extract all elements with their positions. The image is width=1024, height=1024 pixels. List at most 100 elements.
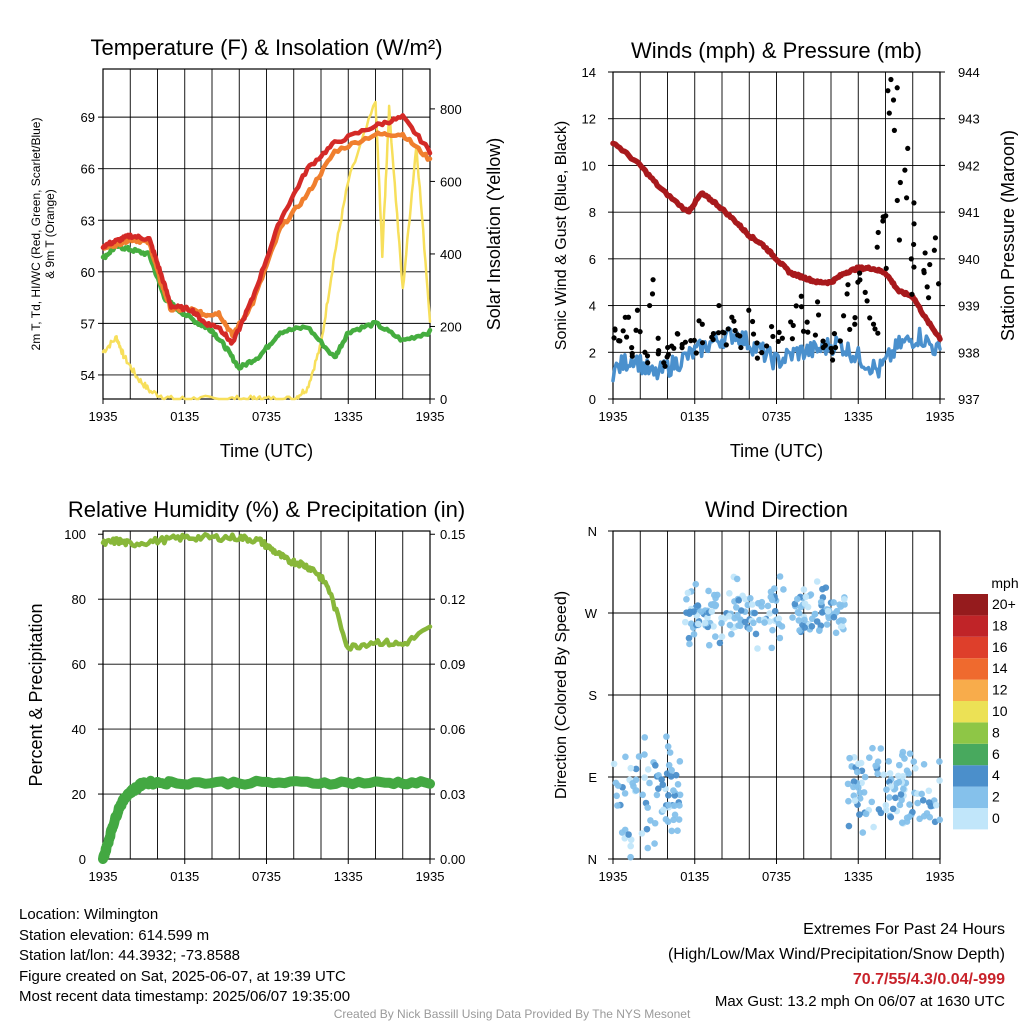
y-tick-label: 14 <box>582 65 596 80</box>
direction-point <box>845 822 853 830</box>
y-right-tick-label: 0.15 <box>440 527 465 542</box>
gust-point <box>885 88 891 94</box>
direction-point <box>639 791 646 799</box>
legend-label: 4 <box>992 767 1000 783</box>
x-tick-label: 1335 <box>844 869 873 884</box>
direction-point <box>892 794 899 802</box>
gust-point <box>924 284 930 290</box>
direction-point <box>726 621 734 629</box>
y-tick-label: 40 <box>72 722 86 737</box>
direction-point <box>845 797 852 805</box>
y-tick-label: 60 <box>81 265 95 280</box>
x-tick-label: 1935 <box>926 409 955 424</box>
gust-point <box>754 355 761 361</box>
y-right-tick-label: 0 <box>440 392 447 407</box>
gust-point <box>732 327 738 334</box>
gust-point <box>715 330 722 336</box>
direction-point <box>741 618 749 626</box>
gust-point <box>804 319 810 325</box>
direction-point <box>846 754 853 762</box>
direction-point <box>886 770 894 777</box>
direction-point <box>666 749 674 756</box>
precip-line <box>98 775 435 864</box>
direction-point <box>830 599 837 606</box>
gust-point <box>911 200 917 206</box>
legend-label: 6 <box>992 746 1000 762</box>
direction-point <box>674 827 681 834</box>
gust-point <box>649 291 656 297</box>
gust-point <box>647 302 653 309</box>
gust-point <box>650 277 656 283</box>
direction-point <box>912 765 919 772</box>
direction-point <box>651 819 659 827</box>
x-tick-label: 1935 <box>416 869 445 884</box>
direction-point <box>768 644 776 652</box>
direction-point <box>736 622 744 630</box>
legend-swatch <box>953 636 988 659</box>
direction-point <box>920 761 928 768</box>
direction-point <box>816 627 823 635</box>
direction-point <box>627 853 634 861</box>
direction-point <box>754 599 762 607</box>
y-tick-label: 100 <box>64 527 86 542</box>
direction-point <box>632 765 640 773</box>
x-tick-label: 1935 <box>416 409 445 424</box>
gust-point <box>793 303 799 309</box>
y-axis-label: Direction (Colored By Speed) <box>553 591 570 799</box>
direction-point <box>766 618 773 625</box>
sonic-wind-line <box>611 326 942 383</box>
gust-point <box>872 326 878 332</box>
direction-point <box>676 802 683 809</box>
y-right-tick-label: 400 <box>440 247 462 262</box>
gust-point <box>693 350 699 356</box>
gust-point <box>770 333 776 340</box>
x-tick-label: 0735 <box>252 409 281 424</box>
y-tick-label: N <box>588 524 597 539</box>
gust-point <box>908 256 914 262</box>
direction-point <box>638 830 646 837</box>
direction-point <box>850 783 857 791</box>
direction-point <box>775 615 783 622</box>
direction-point <box>886 794 893 801</box>
gust-point <box>875 229 881 236</box>
direction-point <box>861 773 869 781</box>
gust-point <box>655 335 661 341</box>
direction-point <box>862 810 870 818</box>
gust-point <box>864 298 870 304</box>
gust-point <box>617 338 623 344</box>
y-tick-label: 2 <box>589 345 596 360</box>
direction-point <box>887 813 895 821</box>
y-right-tick-label: 0.12 <box>440 592 465 607</box>
temp-2m-line <box>100 113 433 346</box>
gust-point <box>840 313 847 319</box>
direction-point <box>866 754 873 761</box>
direction-point <box>853 768 861 776</box>
gust-point <box>637 329 643 335</box>
direction-point <box>769 626 776 634</box>
credit-text: Created By Nick Bassill Using Data Provi… <box>333 1007 691 1021</box>
direction-point <box>737 607 745 614</box>
y-right-tick-label: 600 <box>440 174 462 189</box>
gust-point <box>623 334 630 340</box>
direction-point <box>629 780 636 787</box>
direction-point <box>813 618 821 625</box>
direction-point <box>667 773 675 780</box>
direction-point <box>838 622 846 630</box>
direction-point <box>748 601 756 608</box>
legend-label: 10 <box>992 703 1008 719</box>
gust-point <box>896 237 903 243</box>
direction-point <box>627 842 634 850</box>
panel-title: Relative Humidity (%) & Precipitation (i… <box>68 497 465 522</box>
legend-title: mph <box>991 575 1018 591</box>
gust-point <box>749 318 756 325</box>
direction-point <box>705 587 712 595</box>
legend-swatch <box>953 701 988 723</box>
gust-point <box>665 352 671 358</box>
direction-point <box>614 782 622 789</box>
y-right-axis-label: Solar Insolation (Yellow) <box>484 138 504 330</box>
y-right-tick-label: 941 <box>958 205 980 220</box>
direction-point <box>668 766 675 774</box>
direction-point <box>796 627 803 634</box>
gust-point <box>612 327 618 333</box>
